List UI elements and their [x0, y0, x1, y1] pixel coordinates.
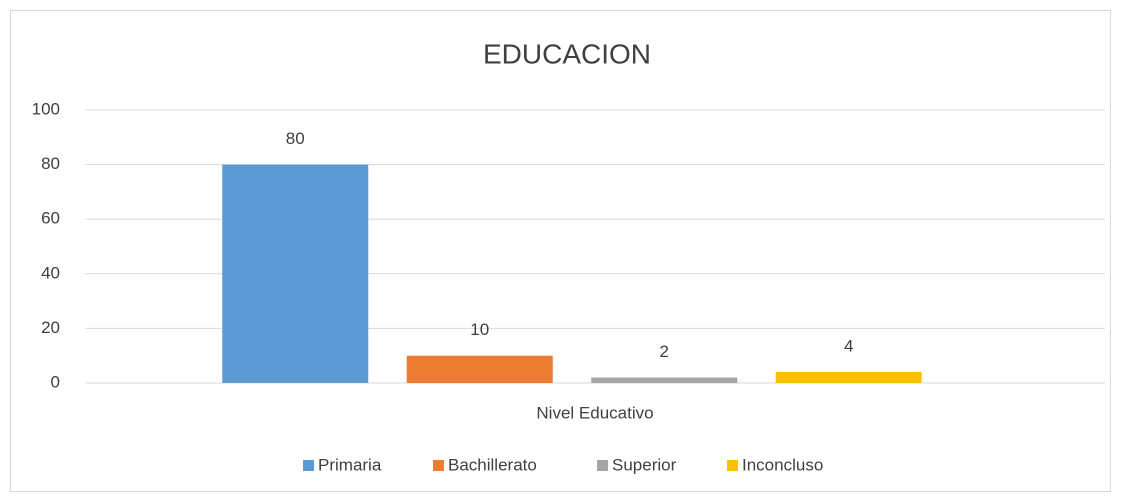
chart-title: EDUCACION	[483, 38, 651, 69]
legend-swatch	[597, 460, 608, 471]
legend-label: Primaria	[318, 455, 382, 474]
data-label: 4	[844, 337, 853, 356]
legend-swatch	[433, 460, 444, 471]
bar	[591, 377, 738, 383]
data-label: 80	[286, 129, 305, 148]
chart-frame	[10, 10, 1111, 492]
data-label: 10	[470, 320, 489, 339]
legend-label: Superior	[612, 455, 677, 474]
legend-label: Bachillerato	[448, 455, 537, 474]
y-tick-label: 40	[41, 263, 60, 282]
x-tick-label: Nivel Educativo	[536, 403, 653, 422]
y-tick-label: 60	[41, 209, 60, 228]
legend-swatch	[303, 460, 314, 471]
legend-label: Inconcluso	[742, 455, 823, 474]
y-tick-label: 100	[32, 99, 60, 118]
y-tick-label: 0	[51, 372, 60, 391]
bar	[406, 355, 553, 383]
y-tick-label: 20	[41, 318, 60, 337]
data-label: 2	[660, 342, 669, 361]
legend-swatch	[727, 460, 738, 471]
bar	[775, 372, 922, 383]
y-tick-label: 80	[41, 154, 60, 173]
bar	[222, 164, 369, 383]
